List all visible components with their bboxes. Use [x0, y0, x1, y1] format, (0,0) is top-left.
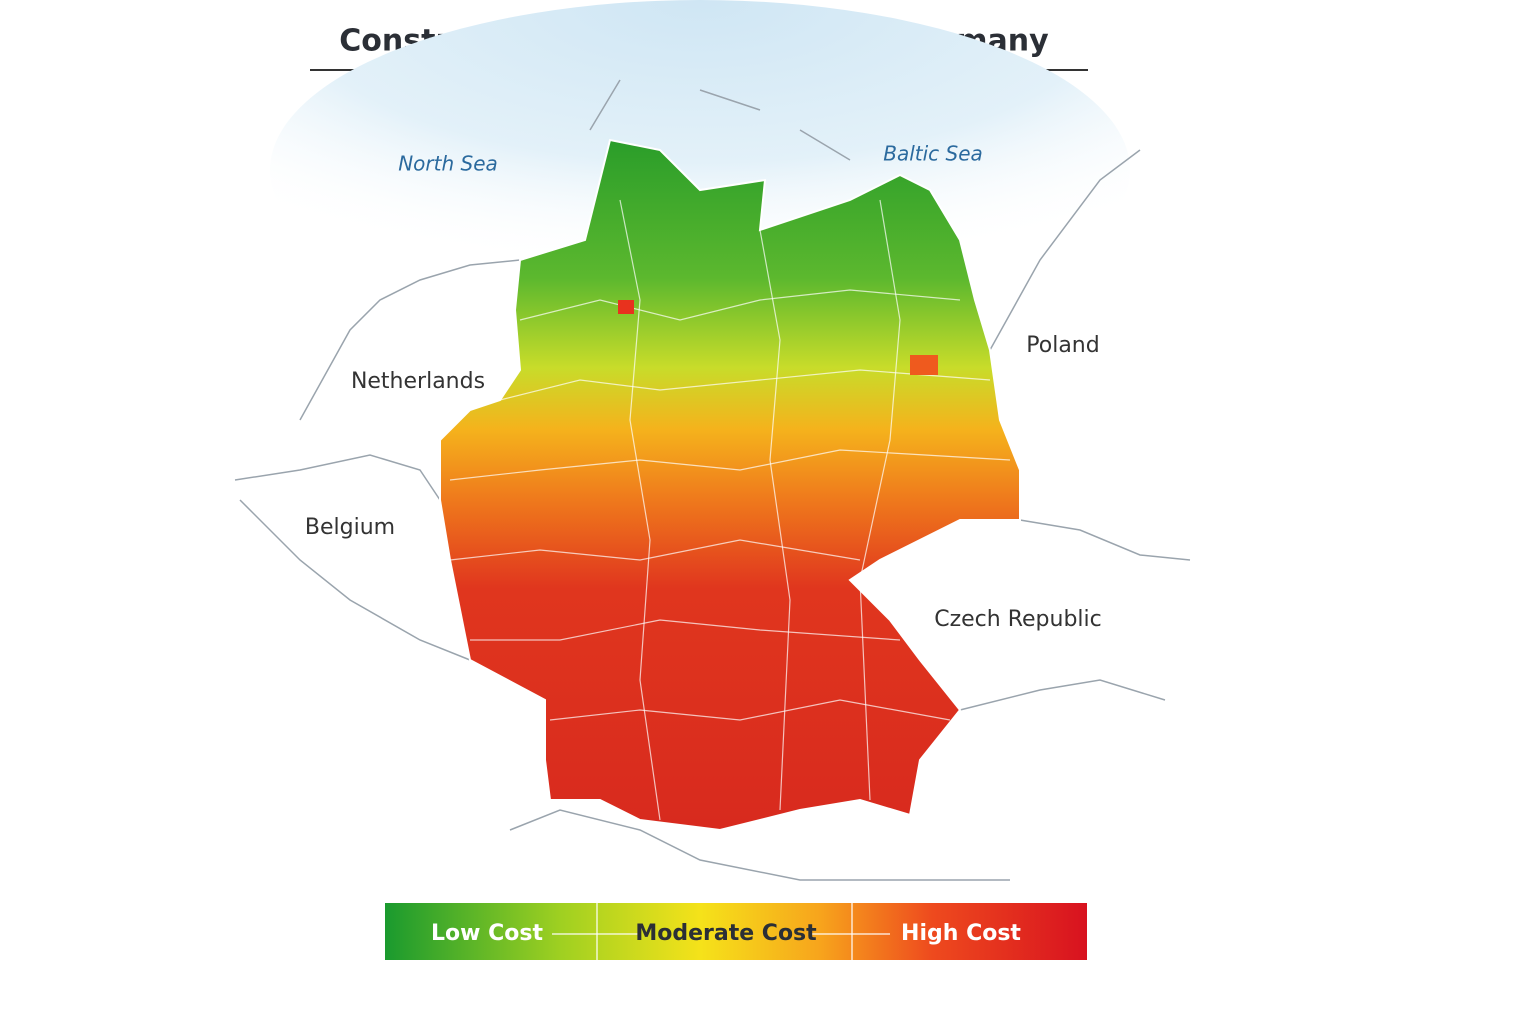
bremen [618, 300, 634, 314]
country-label: Belgium [305, 515, 395, 540]
berlin [910, 355, 938, 375]
sea-label: North Sea [398, 152, 498, 176]
region-borders [449, 199, 1011, 821]
legend-dividers [552, 903, 890, 960]
sea-label: Baltic Sea [883, 142, 983, 166]
legend-label: High Cost [901, 921, 1021, 946]
neighbor-borders [234, 79, 1191, 881]
country-label: Netherlands [351, 369, 485, 394]
legend-label: Moderate Cost [635, 921, 817, 946]
legend-label: Low Cost [431, 921, 543, 946]
legend-bar [385, 903, 1087, 960]
country-label: Czech Republic [934, 607, 1102, 632]
country-label: Poland [1026, 333, 1099, 358]
